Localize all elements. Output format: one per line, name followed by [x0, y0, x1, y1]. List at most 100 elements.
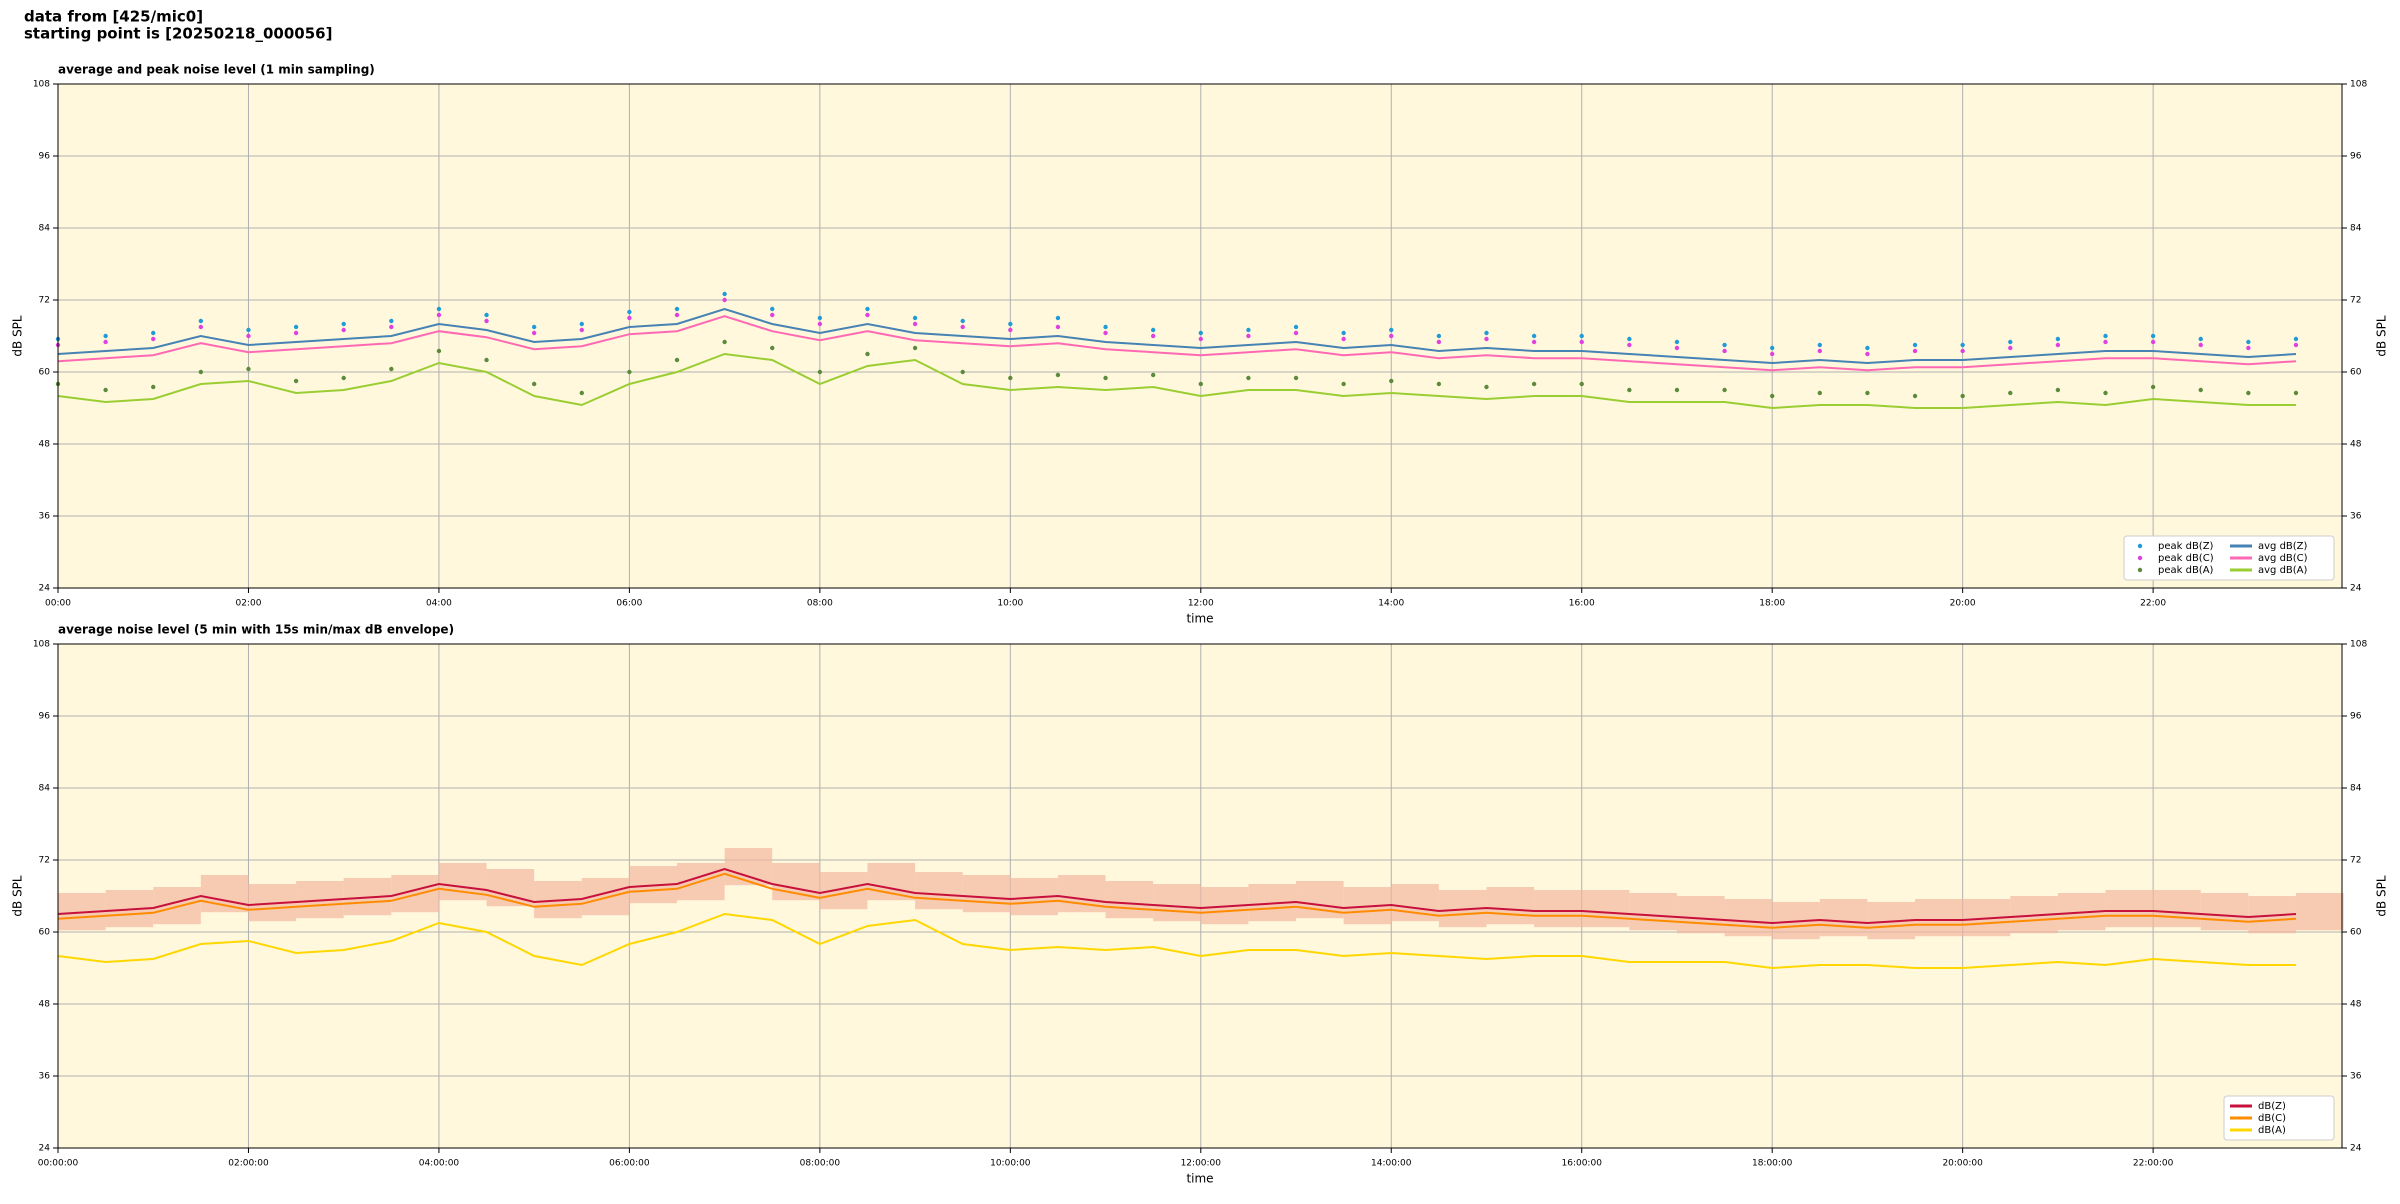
legend-label: dB(C) — [2258, 1113, 2286, 1124]
peak-dot — [2246, 345, 2251, 351]
y2-tick-label: 84 — [2350, 224, 2362, 234]
envelope-band — [1724, 899, 1773, 937]
peak-dot — [674, 357, 680, 363]
peak-dot — [2293, 336, 2299, 342]
y2-tick-label: 72 — [2350, 296, 2361, 306]
envelope-band — [1486, 887, 1535, 925]
x-tick-label: 02:00 — [235, 599, 261, 609]
y-tick-label: 24 — [39, 1144, 51, 1154]
peak-dot — [151, 330, 156, 336]
peak-dot — [1722, 342, 1727, 348]
peak-dot — [531, 324, 537, 330]
legend-label: dB(Z) — [2258, 1101, 2286, 1112]
peak-dot — [817, 315, 823, 321]
y2-tick-label: 72 — [2350, 856, 2361, 866]
legend-label: avg dB(A) — [2258, 565, 2308, 576]
peak-dot — [817, 369, 823, 375]
envelope-band — [1105, 881, 1154, 919]
series-line — [57, 315, 2297, 372]
peak-dot — [293, 330, 299, 336]
legend-label: peak dB(A) — [2158, 565, 2214, 576]
plot-frame — [57, 83, 2343, 589]
y2-tick-label: 108 — [2350, 80, 2367, 90]
x-axis-label: time — [1186, 1172, 1213, 1186]
peak-dot — [1341, 381, 1346, 387]
peak-dot — [1436, 381, 1442, 387]
x-tick-label: 22:00 — [2140, 599, 2166, 609]
y2-tick-label: 96 — [2350, 712, 2362, 722]
envelope-band — [1581, 890, 1630, 928]
peak-dot — [1150, 333, 1156, 339]
peak-dot — [531, 330, 537, 336]
x-tick-label: 20:00 — [1950, 599, 1976, 609]
y2-axis-label: dB SPL — [2375, 875, 2389, 917]
x-tick-label: 22:00:00 — [2133, 1159, 2174, 1169]
peak-dot — [1198, 336, 1203, 342]
y-axis-label: dB SPL — [11, 315, 25, 357]
peak-dot — [912, 315, 918, 321]
peak-dot — [2008, 339, 2013, 345]
peak-dot — [1293, 324, 1299, 330]
legend-label: peak dB(Z) — [2158, 541, 2214, 552]
peak-dot — [436, 312, 442, 318]
envelope-band — [867, 863, 916, 901]
peak-dot — [2055, 336, 2061, 342]
x-tick-label: 14:00:00 — [1371, 1159, 1412, 1169]
y-tick-label: 72 — [39, 856, 50, 866]
peak-dot — [2246, 339, 2251, 345]
peak-dot — [1103, 324, 1108, 330]
y2-tick-label: 36 — [2350, 1072, 2362, 1082]
peak-dot — [1389, 333, 1394, 339]
peak-dot — [1055, 315, 1061, 321]
peak-dot — [1817, 342, 1823, 348]
y2-tick-label: 24 — [2350, 1144, 2362, 1154]
peak-dot — [1389, 327, 1394, 333]
peak-dot — [1103, 375, 1108, 381]
x-tick-label: 10:00 — [997, 599, 1023, 609]
peak-dot — [1246, 333, 1251, 339]
peak-dot — [1674, 339, 1680, 345]
envelope-band — [962, 875, 1011, 913]
y-tick-label: 48 — [39, 440, 51, 450]
peak-dot — [1531, 339, 1537, 345]
y-tick-label: 108 — [33, 80, 50, 90]
y2-tick-label: 36 — [2350, 512, 2362, 522]
peak-dot — [1531, 381, 1537, 387]
x-axis-label: time — [1186, 612, 1213, 626]
peak-dot — [1769, 345, 1775, 351]
envelope-band — [772, 863, 820, 901]
x-tick-label: 06:00 — [616, 599, 642, 609]
envelope-band — [1534, 890, 1582, 928]
envelope-band — [2295, 893, 2344, 931]
peak-dot — [722, 339, 727, 345]
peak-dot — [151, 336, 156, 342]
plot-frame — [57, 643, 2343, 1149]
peak-dot — [722, 291, 727, 297]
peak-dot — [865, 312, 870, 318]
peak-dot — [2246, 390, 2251, 396]
peak-dot — [1055, 324, 1061, 330]
envelope-band — [915, 872, 963, 910]
peak-dot — [579, 327, 584, 333]
series-line — [57, 867, 2297, 925]
peak-dot — [341, 375, 346, 381]
peak-dot — [1055, 372, 1061, 378]
y2-tick-label: 48 — [2350, 440, 2362, 450]
header-line: data from [425/mic0] — [24, 8, 203, 26]
y-tick-label: 36 — [39, 1072, 51, 1082]
peak-dot — [2055, 342, 2061, 348]
peak-dot — [1912, 342, 1918, 348]
y-tick-label: 96 — [39, 712, 51, 722]
peak-dot — [389, 318, 394, 324]
chart-title: average and peak noise level (1 min samp… — [58, 63, 375, 77]
peak-dot — [103, 333, 108, 339]
peak-dot — [1769, 351, 1775, 357]
peak-dot — [579, 390, 584, 396]
x-tick-label: 18:00:00 — [1752, 1159, 1793, 1169]
peak-dot — [960, 369, 965, 375]
peak-dot — [1436, 339, 1442, 345]
y2-tick-label: 60 — [2350, 928, 2362, 938]
header-line: starting point is [20250218_000056] — [24, 25, 332, 43]
x-tick-label: 16:00 — [1569, 599, 1595, 609]
